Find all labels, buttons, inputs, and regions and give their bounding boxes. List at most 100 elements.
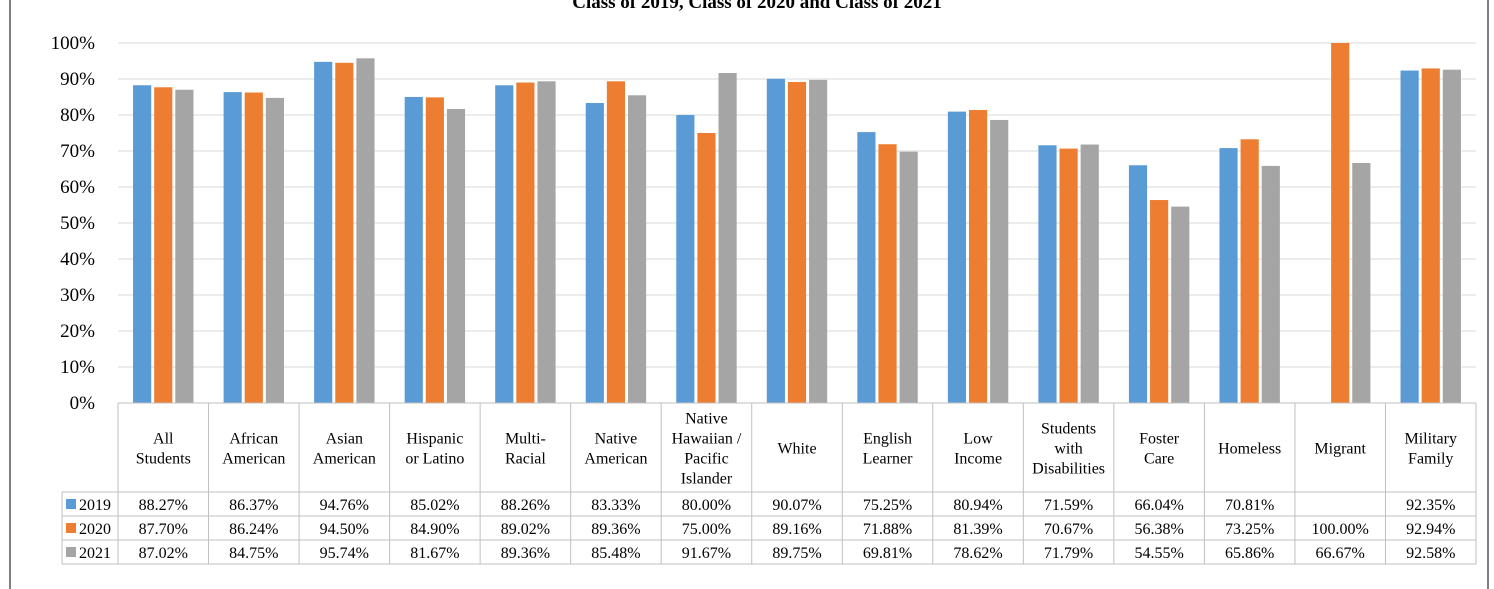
bar-2019 — [314, 61, 333, 403]
bar-2019 — [133, 85, 152, 403]
y-tick-label: 0% — [70, 393, 96, 414]
category-label: Disabilities — [1032, 461, 1105, 478]
bar-2020 — [878, 144, 897, 403]
data-label: 87.02% — [139, 545, 188, 562]
data-label: 86.37% — [229, 497, 278, 514]
y-tick-label: 20% — [60, 321, 95, 342]
category-label: English — [863, 431, 912, 448]
legend-label: 2020 — [79, 521, 111, 538]
bar-2019 — [1128, 165, 1148, 403]
data-label: 87.70% — [139, 521, 188, 538]
category-label: All — [153, 431, 174, 448]
bar-2021 — [990, 119, 1009, 403]
bar-2020 — [1059, 148, 1078, 403]
bar-2021 — [446, 108, 466, 403]
legend-swatch-2019 — [66, 499, 76, 509]
data-label: 86.24% — [229, 521, 278, 538]
data-label: 84.90% — [410, 521, 459, 538]
data-label: 56.38% — [1134, 521, 1183, 538]
category-label: Low — [963, 431, 993, 448]
data-label: 54.55% — [1134, 545, 1183, 562]
category-label: Hispanic — [406, 431, 463, 448]
bar-2021 — [537, 81, 556, 403]
bar-2019 — [223, 92, 242, 404]
category-label: Students — [136, 451, 191, 468]
bar-2020 — [154, 87, 173, 403]
data-label: 85.02% — [410, 497, 459, 514]
bar-2021 — [718, 72, 737, 403]
data-label: 89.36% — [501, 545, 550, 562]
data-label: 90.07% — [772, 497, 821, 514]
y-tick-label: 70% — [60, 141, 95, 162]
bar-2019 — [495, 85, 514, 403]
category-label: Native — [595, 431, 638, 448]
category-label: Family — [1408, 451, 1453, 468]
data-label: 92.58% — [1406, 545, 1455, 562]
data-label: 92.35% — [1406, 497, 1455, 514]
y-tick-label: 90% — [60, 69, 95, 90]
data-label: 71.88% — [863, 521, 912, 538]
category-label: Asian — [326, 431, 363, 448]
data-label: 88.26% — [501, 497, 550, 514]
bar-2021 — [1080, 144, 1099, 403]
bar-2020 — [606, 81, 626, 403]
category-label: Income — [954, 451, 1002, 468]
data-label: 71.59% — [1044, 497, 1093, 514]
legend-label: 2021 — [79, 545, 111, 562]
data-label: 85.48% — [591, 545, 640, 562]
bar-2021 — [175, 89, 194, 403]
bar-2020 — [1150, 200, 1169, 403]
category-label: Military — [1405, 431, 1457, 448]
category-label: Multi- — [505, 431, 546, 448]
bar-2020 — [697, 133, 716, 403]
data-label: 100.00% — [1312, 521, 1369, 538]
y-tick-label: 100% — [51, 33, 96, 54]
data-label: 75.00% — [682, 521, 731, 538]
bar-2021 — [1171, 206, 1190, 403]
bar-2020 — [244, 92, 263, 403]
category-label: White — [777, 441, 816, 458]
data-label: 89.16% — [772, 521, 821, 538]
bar-2021 — [809, 79, 828, 404]
data-label: 73.25% — [1225, 521, 1274, 538]
data-label: 66.04% — [1134, 497, 1183, 514]
bar-2021 — [627, 95, 647, 403]
data-label: 70.67% — [1044, 521, 1093, 538]
data-label: 92.94% — [1406, 521, 1455, 538]
category-label: Native — [685, 411, 728, 428]
data-label: 75.25% — [863, 497, 912, 514]
data-label: 94.50% — [320, 521, 369, 538]
bar-2020 — [1240, 139, 1259, 404]
y-tick-label: 40% — [60, 249, 95, 270]
category-label: American — [584, 451, 647, 468]
data-label: 89.75% — [772, 545, 821, 562]
bar-2021 — [899, 151, 918, 403]
category-label: Islander — [681, 471, 733, 488]
bar-2021 — [1352, 162, 1371, 403]
bar-2021 — [265, 97, 285, 404]
data-label: 81.67% — [410, 545, 459, 562]
y-tick-label: 60% — [60, 177, 95, 198]
y-tick-label: 30% — [60, 285, 95, 306]
y-tick-label: 50% — [60, 213, 95, 234]
y-tick-label: 80% — [60, 105, 95, 126]
bar-2020 — [516, 82, 535, 403]
data-label: 71.79% — [1044, 545, 1093, 562]
category-label: Migrant — [1314, 441, 1366, 458]
data-label: 84.75% — [229, 545, 278, 562]
category-label: Homeless — [1218, 441, 1281, 458]
category-label: Learner — [863, 451, 913, 468]
category-label: American — [222, 451, 285, 468]
data-label: 80.94% — [953, 497, 1002, 514]
data-label: 89.02% — [501, 521, 550, 538]
category-label: African — [229, 431, 278, 448]
bar-2021 — [1261, 165, 1280, 403]
chart-title: Class of 2019, Class of 2020 and Class o… — [572, 0, 941, 13]
category-label: Foster — [1139, 431, 1180, 448]
bar-2021 — [1442, 69, 1461, 403]
bar-2020 — [1421, 68, 1440, 403]
data-label: 94.76% — [320, 497, 369, 514]
category-label: Hawaiian / — [672, 431, 742, 448]
